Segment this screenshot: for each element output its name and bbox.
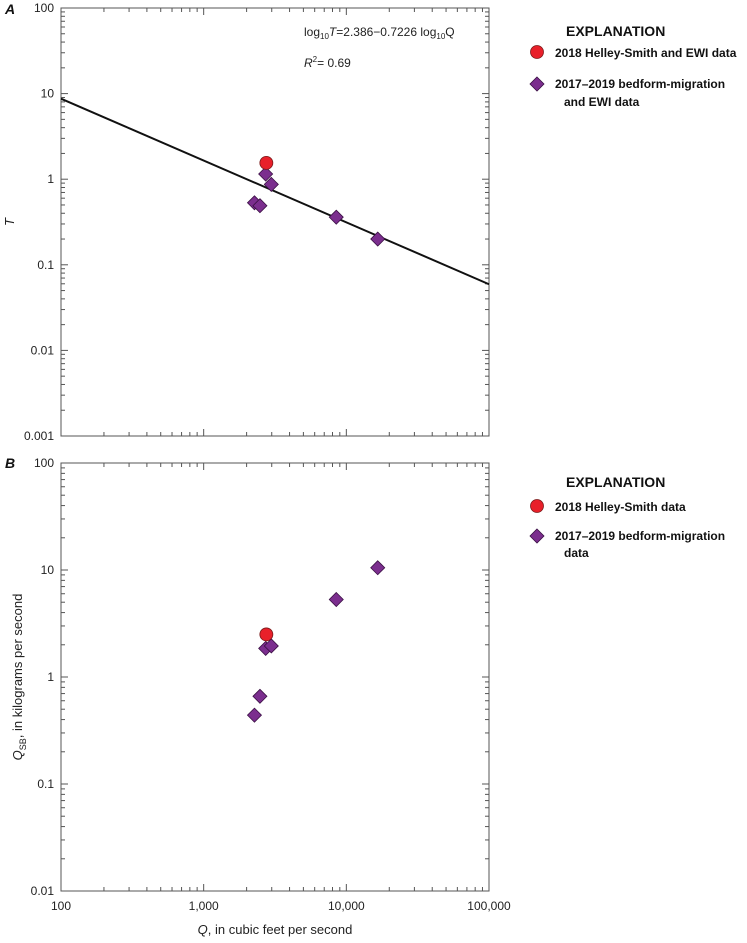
- panel-b-x-tick-labels: 100 1,000 10,000 100,000: [51, 899, 511, 913]
- panel-b-legend-circle-marker: [530, 499, 544, 513]
- panel-a-legend: EXPLANATION 2018 Helley-Smith and EWI da…: [529, 23, 737, 109]
- panel-b-ticks: [60, 463, 489, 892]
- x-tick-label: 100,000: [467, 899, 511, 913]
- panel-a-r-squared: R2= 0.69: [304, 55, 351, 70]
- panel-a-y-axis-label: T: [2, 217, 17, 226]
- x-tick-label: 1,000: [189, 899, 219, 913]
- y-tick-label: 0.1: [37, 258, 54, 272]
- y-tick-label: 10: [41, 87, 55, 101]
- panel-a-legend-item-helley-smith: 2018 Helley-Smith and EWI data: [555, 46, 737, 60]
- data-point-diamond: [328, 591, 344, 608]
- panel-a-plot-frame: [60, 7, 490, 437]
- data-point-diamond: [328, 209, 344, 225]
- panel-b-legend-diamond-marker: [529, 528, 545, 544]
- y-tick-label: 0.01: [31, 884, 55, 898]
- panel-b-label: B: [5, 455, 15, 471]
- panel-b-legend-item-bedform-line1: 2017–2019 bedform-migration: [555, 529, 725, 543]
- data-point-circle: [259, 627, 274, 642]
- y-tick-label: 0.001: [24, 429, 54, 443]
- panel-a-y-tick-labels: 0.001 0.01 0.1 1 10 100: [24, 1, 54, 443]
- panel-b: B 0.01 0.1 1 10 100 100 1,000 10,000 100,000 QS…: [5, 455, 725, 937]
- panel-b-legend-item-helley-smith: 2018 Helley-Smith data: [555, 500, 686, 514]
- data-point-diamond: [370, 560, 386, 576]
- panel-a-fit-line: [60, 97, 490, 286]
- y-tick-label: 10: [41, 563, 55, 577]
- x-tick-label: 100: [51, 899, 71, 913]
- panel-a-legend-circle-marker: [530, 45, 544, 59]
- y-tick-label: 1: [47, 670, 54, 684]
- data-point-diamond: [263, 176, 279, 192]
- panel-a-label: A: [4, 1, 15, 17]
- y-tick-label: 100: [34, 1, 54, 15]
- panel-a-points: [246, 156, 386, 247]
- panel-b-plot-frame: [60, 462, 490, 892]
- panel-b-y-axis-label: QSB, in kilograms per second: [10, 594, 28, 761]
- panel-b-legend-title: EXPLANATION: [566, 474, 665, 490]
- panel-b-x-axis-label: Q, in cubic feet per second: [198, 922, 353, 937]
- y-tick-label: 1: [47, 172, 54, 186]
- panel-a-legend-title: EXPLANATION: [566, 23, 665, 39]
- panel-b-points: [246, 560, 386, 723]
- data-point-diamond: [263, 638, 279, 654]
- panel-b-legend: EXPLANATION 2018 Helley-Smith data 2017–…: [529, 474, 725, 560]
- panel-b-y-tick-labels: 0.01 0.1 1 10 100: [31, 456, 55, 898]
- panel-a-legend-diamond-marker: [529, 76, 545, 92]
- y-tick-label: 100: [34, 456, 54, 470]
- data-point-circle: [259, 156, 274, 170]
- x-tick-label: 10,000: [328, 899, 365, 913]
- panel-a-equation: log10T=2.386−0.7226 log10Q: [304, 25, 455, 41]
- data-point-diamond: [258, 166, 274, 182]
- panel-a: A 0.001 0.01 0.1 1 10 100 T log10T=2.386−0.72…: [2, 1, 737, 443]
- panel-b-legend-item-bedform-line2: data: [564, 546, 589, 560]
- data-point-diamond: [246, 707, 263, 723]
- y-tick-label: 0.01: [31, 343, 55, 357]
- panel-a-ticks: [60, 8, 489, 437]
- panel-a-legend-item-bedform-line2: and EWI data: [564, 95, 640, 109]
- panel-a-legend-item-bedform-line1: 2017–2019 bedform-migration: [555, 77, 725, 91]
- y-tick-label: 0.1: [37, 777, 54, 791]
- data-point-diamond: [252, 198, 268, 214]
- data-point-diamond: [252, 688, 268, 704]
- data-point-diamond: [370, 231, 386, 247]
